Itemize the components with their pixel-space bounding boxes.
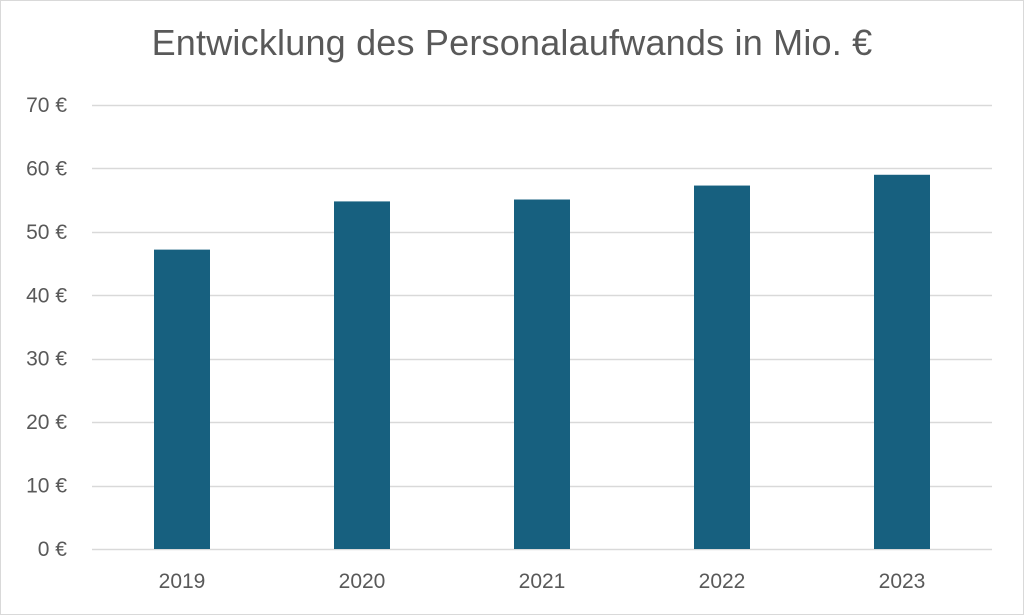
y-tick-label-60: 60 €: [26, 157, 67, 180]
bar-2021: [514, 199, 570, 549]
bars: [154, 174, 930, 550]
x-tick-label-2019: 2019: [159, 570, 206, 593]
y-tick-label-20: 20 €: [26, 411, 67, 434]
y-tick-label-50: 50 €: [26, 221, 67, 244]
x-tick-label-2022: 2022: [699, 570, 746, 593]
x-tick-label-2023: 2023: [879, 570, 926, 593]
y-tick-label-10: 10 €: [26, 475, 67, 498]
y-axis-tick-labels: 0 € 10 € 20 € 30 € 40 € 50 € 60 € 70 €: [26, 94, 67, 561]
y-tick-label-30: 30 €: [26, 348, 67, 371]
bar-2022: [694, 185, 750, 549]
chart-title: Entwicklung des Personalaufwands in Mio.…: [151, 22, 873, 63]
bar-2019: [154, 249, 210, 550]
y-tick-label-40: 40 €: [26, 284, 67, 307]
y-tick-label-70: 70 €: [26, 94, 67, 117]
x-tick-label-2021: 2021: [519, 570, 566, 593]
bar-2020: [334, 201, 390, 549]
bar-2023: [874, 174, 930, 549]
y-tick-label-0: 0 €: [38, 538, 68, 561]
x-axis-tick-labels: 2019 2020 2021 2022 2023: [159, 570, 926, 593]
x-tick-label-2020: 2020: [339, 570, 386, 593]
